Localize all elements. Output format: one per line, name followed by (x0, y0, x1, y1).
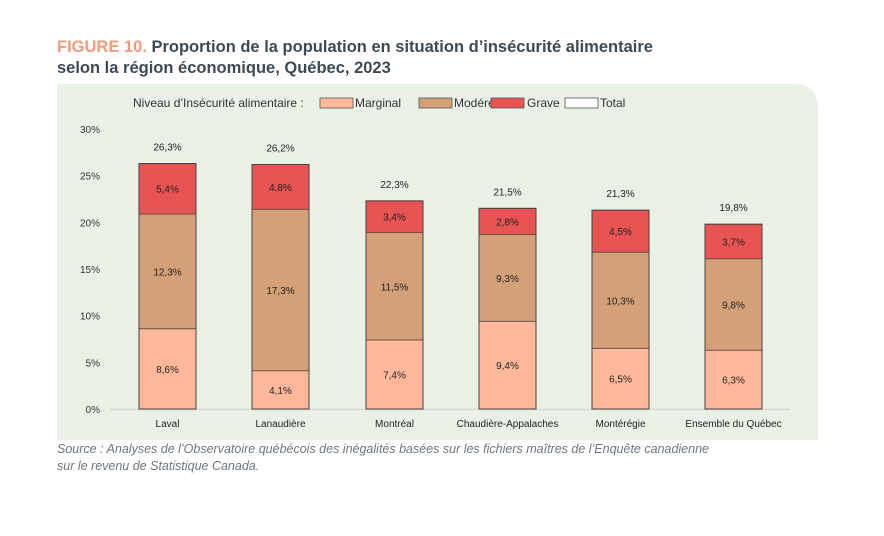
source-note: Source : Analyses de l’Observatoire québ… (57, 441, 777, 475)
data-label-modéré: 9,3% (496, 274, 519, 285)
legend-label-grave: Grave (527, 96, 560, 110)
bar-total-outline (478, 207, 537, 410)
bar-segment-modéré (704, 258, 763, 351)
data-label-total: 21,5% (493, 187, 521, 198)
data-label-grave: 3,7% (722, 237, 745, 248)
bar-segment-modéré (138, 213, 197, 330)
x-tick-label: Montérégie (595, 419, 645, 430)
legend-swatch-total (564, 97, 599, 109)
title-line-2: selon la région économique, Québec, 2023 (57, 59, 391, 77)
bar-segment-modéré (591, 251, 650, 349)
data-label-marginal: 9,4% (496, 361, 519, 372)
title-line-1: Proportion de la population en situation… (151, 38, 653, 56)
data-label-total: 22,3% (380, 180, 408, 191)
bar-segment-marginal (365, 339, 424, 410)
x-tick-label: Montréal (375, 419, 414, 430)
y-tick-label: 25% (80, 172, 100, 183)
y-tick-label: 10% (80, 312, 100, 323)
bar-total-outline (704, 223, 763, 410)
data-label-total: 19,8% (719, 203, 747, 214)
data-label-modéré: 9,8% (722, 300, 745, 311)
x-tick-label: Laval (156, 419, 180, 430)
legend-label-total: Total (600, 96, 625, 110)
bar-segment-marginal (478, 320, 537, 410)
data-label-modéré: 12,3% (153, 267, 181, 278)
data-label-marginal: 8,6% (156, 365, 179, 376)
y-tick-label: 5% (86, 358, 101, 369)
figure-title: FIGURE 10. Proportion de la population e… (57, 37, 757, 79)
bar-total-outline (251, 163, 310, 410)
data-label-total: 26,2% (266, 143, 294, 154)
bar-segment-grave (251, 164, 310, 210)
data-label-modéré: 17,3% (266, 286, 294, 297)
legend-label-modéré: Modéré (454, 96, 495, 110)
data-label-total: 26,3% (153, 143, 181, 154)
bar-segment-grave (365, 200, 424, 234)
data-label-marginal: 4,1% (269, 386, 292, 397)
x-tick-label: Lanaudière (255, 419, 305, 430)
data-label-grave: 4,8% (269, 183, 292, 194)
bar-total-outline (138, 163, 197, 410)
bar-segment-modéré (365, 232, 424, 341)
data-label-modéré: 11,5% (381, 282, 409, 293)
y-tick-label: 15% (80, 265, 100, 276)
data-label-grave: 5,4% (156, 185, 179, 196)
bar-total-outline (591, 209, 650, 410)
bar-total-outline (365, 200, 424, 410)
bar-segment-modéré (478, 234, 537, 322)
y-tick-label: 20% (80, 218, 100, 229)
x-tick-label: Ensemble du Québec (685, 419, 781, 430)
source-line-2: sur le revenu de Statistique Canada. (57, 459, 260, 473)
legend-swatch-modéré (418, 97, 453, 109)
source-line-1: Source : Analyses de l’Observatoire québ… (57, 442, 709, 456)
data-label-marginal: 6,5% (609, 375, 632, 386)
data-label-modéré: 10,3% (606, 296, 634, 307)
data-label-marginal: 6,3% (722, 376, 745, 387)
y-tick-label: 0% (86, 405, 101, 416)
x-tick-label: Chaudière-Appalaches (457, 419, 559, 430)
legend-swatch-marginal (319, 97, 354, 109)
data-label-grave: 4,5% (609, 227, 632, 238)
legend-title: Niveau d’Insécurité alimentaire : (133, 96, 304, 110)
y-tick-label: 30% (80, 125, 100, 136)
data-label-grave: 3,4% (383, 213, 406, 224)
data-label-total: 21,3% (606, 189, 634, 200)
legend-label-marginal: Marginal (355, 96, 401, 110)
legend-swatch-grave (490, 97, 525, 109)
figure-label: FIGURE 10. (57, 38, 147, 56)
data-label-grave: 2,8% (496, 217, 519, 228)
data-label-marginal: 7,4% (383, 370, 406, 381)
